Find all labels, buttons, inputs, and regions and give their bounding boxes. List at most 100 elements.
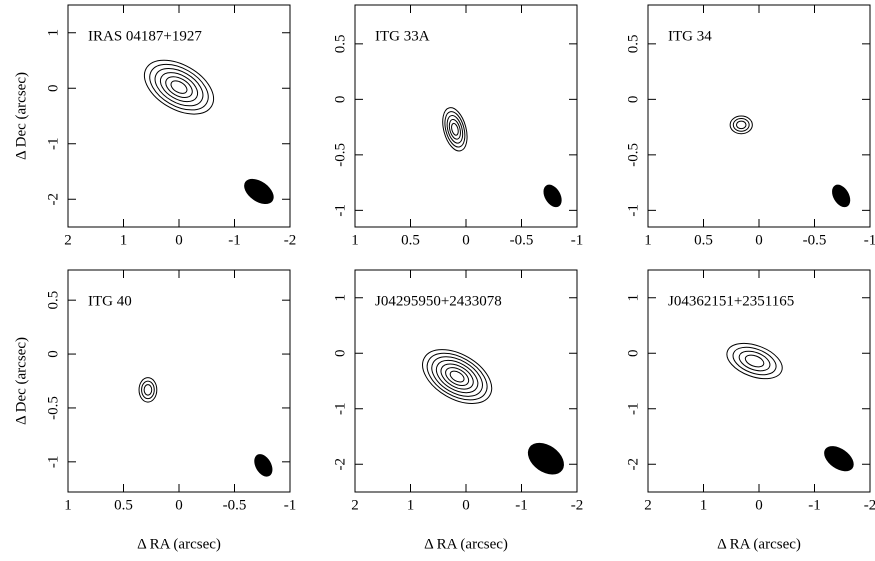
- y-tick-label: 0: [45, 85, 61, 93]
- contour: [431, 356, 483, 397]
- panel: 2 1 0 -1 -2 1 0 -1 -2 J04295950+2433078 Δ RA (arcs…: [332, 269, 584, 552]
- x-tick-label: 0: [175, 232, 183, 248]
- y-tick-label: 0.5: [332, 34, 348, 53]
- x-tick-label: 2: [351, 497, 359, 513]
- contour: [744, 354, 765, 368]
- contour: [451, 122, 459, 136]
- contour: [442, 107, 468, 152]
- x-tick-label: 1: [407, 497, 415, 513]
- x-tick-label: -1: [228, 232, 241, 248]
- contour: [444, 111, 466, 148]
- x-tick-label: -1: [571, 232, 584, 248]
- contour: [448, 118, 461, 140]
- contour: [422, 349, 493, 404]
- x-tick-label: 0: [462, 232, 470, 248]
- contour: [449, 370, 465, 383]
- x-tick-label: 0.5: [401, 232, 420, 248]
- contour: [738, 350, 771, 372]
- contour: [138, 377, 158, 403]
- panel-title: J04362151+2351165: [668, 293, 794, 309]
- contour: [170, 80, 188, 94]
- x-tick-label: 0: [755, 232, 763, 248]
- x-tick-label: 1: [700, 497, 708, 513]
- y-tick-label: -1: [332, 403, 348, 416]
- x-tick-label: -1: [284, 497, 297, 513]
- contour: [426, 352, 488, 401]
- contour: [726, 342, 783, 380]
- x-axis-label: Δ RA (arcsec): [424, 536, 508, 552]
- panel-title: IRAS 04187+1927: [88, 28, 202, 44]
- contour: [141, 380, 155, 400]
- x-tick-label: -2: [864, 497, 875, 513]
- contour: [165, 76, 193, 99]
- contour: [435, 359, 479, 394]
- x-tick-label: -0.5: [223, 497, 247, 513]
- panel: 2 1 0 -1 -2 1 0 -1 -2 IRAS 04187+1927 Δ Dec (arcse…: [13, 4, 297, 248]
- y-tick-label: -2: [45, 193, 61, 206]
- beam: [824, 446, 854, 472]
- x-tick-label: 1: [64, 497, 72, 513]
- y-axis-label: Δ Dec (arcsec): [13, 72, 29, 160]
- panel-title: ITG 34: [668, 28, 712, 44]
- x-tick-label: 2: [644, 497, 652, 513]
- contour: [159, 72, 199, 103]
- beam: [543, 184, 562, 208]
- panel: 1 0.5 0 -0.5 -1 0.5 0 -0.5 -1 ITG 34: [625, 4, 875, 248]
- x-tick-label: -2: [284, 232, 297, 248]
- panel: 1 0.5 0 -0.5 -1 0.5 0 -0.5 -1 ITG 33A: [332, 4, 584, 248]
- y-tick-label: 0: [625, 96, 641, 104]
- panel-title: ITG 33A: [375, 28, 430, 44]
- y-tick-label: 0: [332, 96, 348, 104]
- contour: [143, 59, 215, 115]
- x-tick-label: -0.5: [510, 232, 534, 248]
- y-tick-label: 0: [45, 350, 61, 358]
- x-tick-label: 0: [755, 497, 763, 513]
- contour: [729, 115, 753, 135]
- x-tick-label: -1: [808, 497, 821, 513]
- x-tick-label: 0: [462, 497, 470, 513]
- x-tick-label: -1: [864, 232, 875, 248]
- contour: [735, 120, 747, 130]
- panel: 1 0.5 0 -0.5 -1 0.5 0 -0.5 -1 ITG 40 Δ RA (arcsec)…: [13, 269, 297, 552]
- contour: [732, 118, 750, 132]
- y-tick-label: 0: [625, 350, 641, 358]
- x-axis-label: Δ RA (arcsec): [717, 536, 801, 552]
- x-tick-label: 0: [175, 497, 183, 513]
- x-tick-label: -0.5: [803, 232, 827, 248]
- y-tick-label: -0.5: [45, 396, 61, 420]
- x-tick-label: 1: [120, 232, 128, 248]
- x-tick-label: -2: [571, 497, 584, 513]
- contour: [154, 67, 204, 107]
- x-tick-label: 0.5: [694, 232, 713, 248]
- x-tick-label: 2: [64, 232, 72, 248]
- contour: [446, 115, 464, 144]
- y-tick-label: 0.5: [625, 34, 641, 53]
- panel: 2 1 0 -1 -2 1 0 -1 -2 J04362151+2351165 Δ RA (arcs…: [625, 269, 875, 552]
- y-axis-label: Δ Dec (arcsec): [13, 337, 29, 425]
- x-tick-label: 1: [351, 232, 359, 248]
- y-tick-label: -0.5: [625, 143, 641, 167]
- x-tick-label: 1: [644, 232, 652, 248]
- y-tick-label: 0.5: [45, 291, 61, 310]
- contour: [440, 363, 474, 390]
- y-tick-label: 1: [332, 294, 348, 302]
- x-tick-label: 0.5: [114, 497, 133, 513]
- y-tick-label: 0: [332, 350, 348, 358]
- y-tick-label: -0.5: [332, 143, 348, 167]
- y-tick-label: -2: [332, 458, 348, 471]
- contour: [445, 367, 470, 387]
- contour: [149, 63, 209, 111]
- beam: [832, 184, 851, 208]
- panel-title: J04295950+2433078: [375, 293, 502, 309]
- y-tick-label: 1: [45, 29, 61, 37]
- panel-title: ITG 40: [88, 293, 132, 309]
- y-tick-label: 1: [625, 294, 641, 302]
- contour: [732, 346, 777, 376]
- contour: [143, 384, 153, 396]
- y-tick-label: -1: [45, 138, 61, 151]
- y-tick-label: -1: [45, 456, 61, 469]
- y-tick-label: -1: [625, 204, 641, 217]
- y-tick-label: -1: [332, 204, 348, 217]
- beam: [254, 454, 273, 477]
